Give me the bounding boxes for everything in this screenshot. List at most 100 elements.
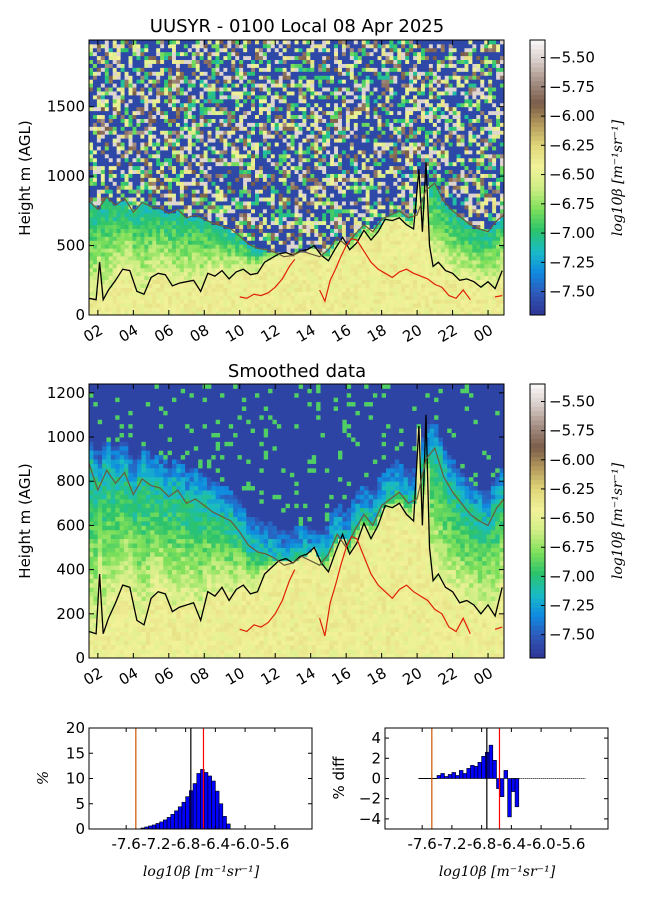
heatmap-cell <box>235 114 240 119</box>
heatmap-cell <box>357 150 363 155</box>
heatmap-cell <box>235 267 240 273</box>
heatmap-cell <box>318 205 323 210</box>
heatmap-cell <box>172 83 177 88</box>
heatmap-cell <box>152 87 157 92</box>
heatmap-cell <box>353 122 359 127</box>
heatmap-cell <box>124 87 129 92</box>
heatmap-cell <box>357 256 363 261</box>
heatmap-cell <box>243 40 248 45</box>
heatmap-cell <box>195 311 201 316</box>
heatmap-cell <box>361 161 367 167</box>
heatmap-cell <box>239 205 244 210</box>
heatmap-cell <box>124 287 129 292</box>
heatmap-cell <box>290 153 295 159</box>
heatmap-cell <box>353 311 359 316</box>
heatmap-cell <box>365 279 371 284</box>
heatmap-cell <box>310 165 315 171</box>
heatmap-cell <box>136 106 141 112</box>
heatmap-cell <box>207 295 212 300</box>
heatmap-cell <box>164 303 169 308</box>
heatmap-cell <box>148 142 153 147</box>
heatmap-cell <box>345 283 351 288</box>
heatmap-cell <box>164 134 169 139</box>
heatmap-cell <box>199 40 205 45</box>
heatmap-cell <box>258 75 264 80</box>
heatmap-cell <box>243 165 248 171</box>
heatmap-cell <box>89 138 94 143</box>
heatmap-cell <box>160 216 165 222</box>
heatmap-cell <box>255 51 260 57</box>
heatmap-cell <box>345 40 351 45</box>
heatmap-cell <box>243 228 248 233</box>
heatmap-cell <box>211 232 216 237</box>
heatmap-cell <box>282 75 288 80</box>
heatmap-cell <box>353 142 359 147</box>
heatmap-cell <box>175 208 181 214</box>
heatmap-cell <box>211 256 216 261</box>
heatmap-cell <box>306 181 311 186</box>
heatmap-cell <box>282 122 288 127</box>
heatmap-cell <box>96 102 102 108</box>
heatmap-cell <box>345 232 351 237</box>
heatmap-cell <box>219 173 224 178</box>
heatmap-cell <box>100 161 106 167</box>
heatmap-cell <box>219 279 224 284</box>
heatmap-cell <box>286 228 291 233</box>
heatmap-cell <box>231 75 236 80</box>
heatmap-cell <box>168 267 173 273</box>
heatmap-cell <box>112 307 118 312</box>
heatmap-cell <box>168 181 173 186</box>
heatmap-cell <box>298 83 303 88</box>
heatmap-cell <box>326 224 331 229</box>
heatmap-cell <box>326 181 331 186</box>
heatmap-cell <box>239 260 244 265</box>
heatmap-cell <box>108 51 114 57</box>
heatmap-cell <box>207 252 212 257</box>
heatmap-cell <box>136 71 141 76</box>
heatmap-cell <box>100 303 106 308</box>
heatmap-cell <box>172 295 177 300</box>
heatmap-cell <box>104 59 110 64</box>
heatmap-cell <box>318 95 323 100</box>
heatmap-cell <box>108 63 114 68</box>
heatmap-cell <box>144 311 149 316</box>
heatmap-cell <box>108 205 114 210</box>
heatmap-cell <box>282 232 288 237</box>
heatmap-cell <box>100 193 106 198</box>
heatmap-cell <box>203 157 208 163</box>
heatmap-cell <box>199 212 205 218</box>
heatmap-cell <box>187 263 193 269</box>
heatmap-cell <box>266 67 272 72</box>
heatmap-cell <box>215 232 220 237</box>
heatmap-cell <box>136 67 141 72</box>
heatmap-cell <box>278 224 284 229</box>
heatmap-cell <box>235 248 240 253</box>
heatmap-cell <box>179 244 185 249</box>
heatmap-cell <box>243 79 248 84</box>
heatmap-cell <box>231 95 236 100</box>
heatmap-cell <box>318 40 323 45</box>
heatmap-cell <box>239 283 244 288</box>
heatmap-cell <box>136 283 141 288</box>
heatmap-cell <box>203 224 208 229</box>
heatmap-cell <box>104 75 110 80</box>
heatmap-cell <box>195 212 201 218</box>
heatmap-cell <box>338 126 343 131</box>
heatmap-cell <box>183 71 189 76</box>
heatmap-cell <box>116 208 122 214</box>
heatmap-cell <box>175 138 181 143</box>
heatmap-cell <box>124 201 129 206</box>
heatmap-cell <box>243 248 248 253</box>
heatmap-cell <box>353 240 359 245</box>
heatmap-cell <box>120 224 125 229</box>
heatmap-cell <box>298 110 303 116</box>
heatmap-cell <box>326 208 331 214</box>
heatmap-cell <box>341 55 347 61</box>
heatmap-cell <box>310 157 315 163</box>
heatmap-cell <box>219 248 224 253</box>
heatmap-cell <box>148 55 153 61</box>
heatmap-cell <box>168 212 173 218</box>
heatmap-cell <box>345 287 351 292</box>
heatmap-cell <box>128 189 133 194</box>
heatmap-cell <box>175 212 181 218</box>
